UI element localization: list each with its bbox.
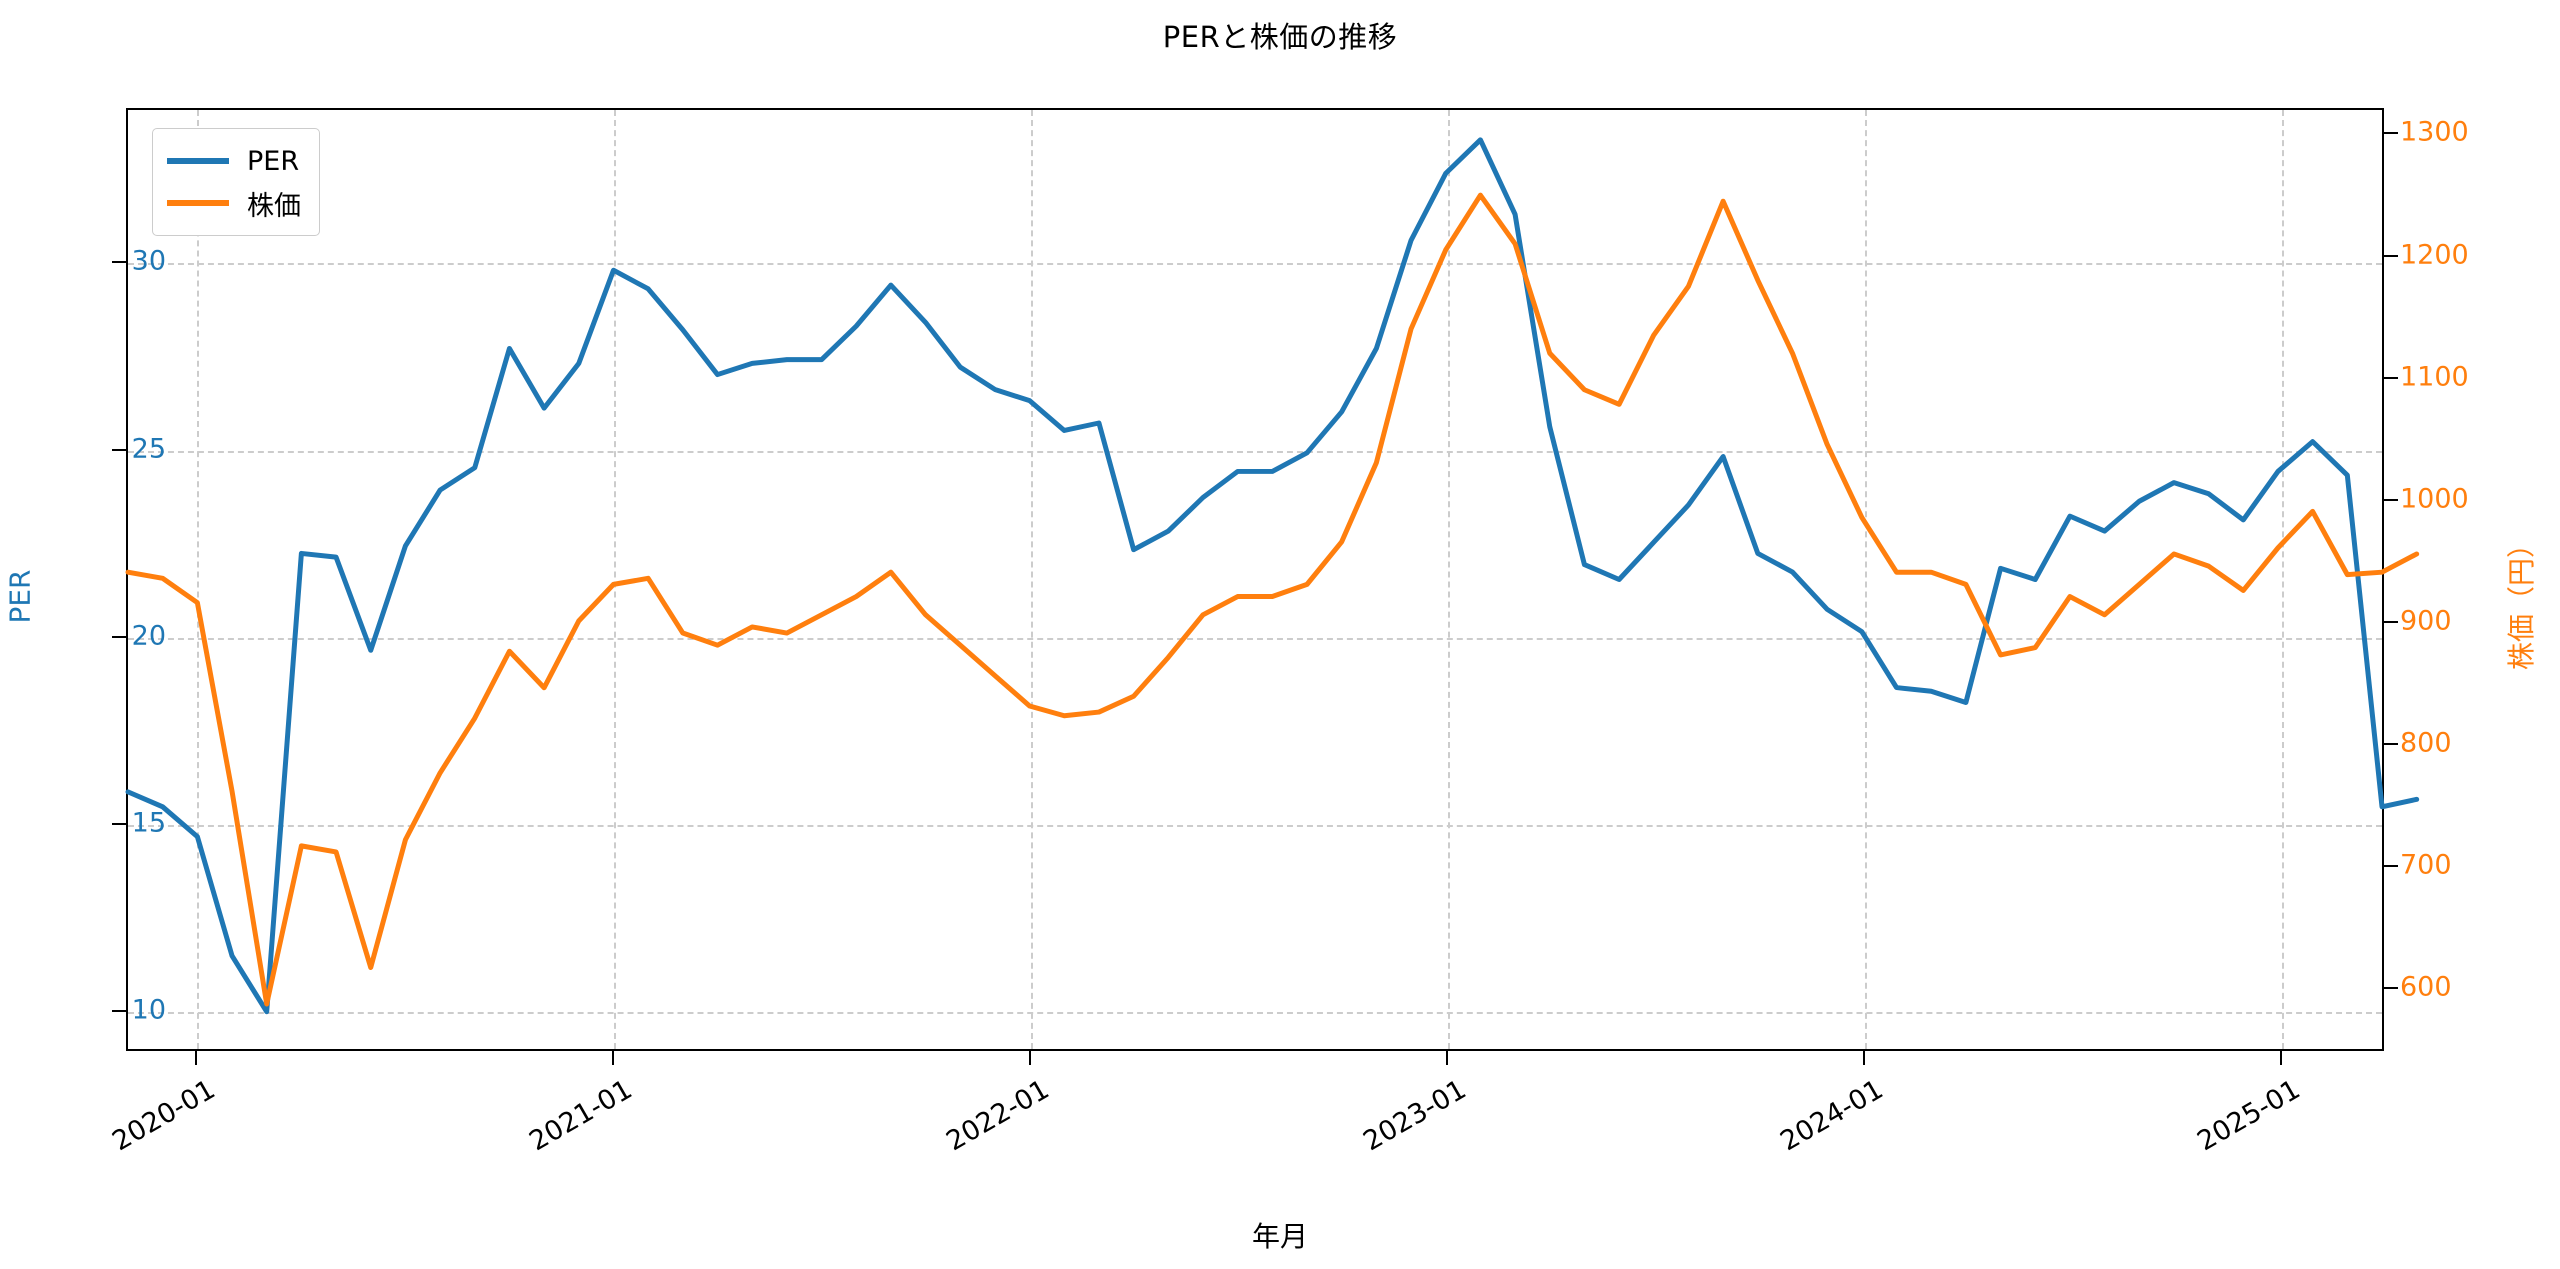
legend-item-kabuka: 株価 <box>167 182 301 224</box>
line-per <box>125 137 2420 1015</box>
y-tick-label-right: 800 <box>2400 727 2452 759</box>
y-tick-mark-right <box>2384 865 2398 868</box>
gridline-horizontal <box>128 824 2382 827</box>
x-tick-label: 2023-01 <box>1358 1074 1472 1158</box>
x-tick-label: 2022-01 <box>941 1074 1055 1158</box>
y-axis-left-label: PER <box>3 569 37 624</box>
y-tick-mark-right <box>2384 376 2398 379</box>
x-tick-label: 2021-01 <box>524 1074 638 1158</box>
gridline-horizontal <box>128 450 2382 453</box>
y-tick-mark-right <box>2384 498 2398 501</box>
legend-label-kabuka: 株価 <box>247 190 301 222</box>
y-tick-mark-right <box>2384 621 2398 624</box>
x-tick-mark <box>612 1051 615 1065</box>
gridline-vertical <box>1031 110 1034 1049</box>
y-tick-mark-left <box>112 448 126 451</box>
x-tick-mark <box>1029 1051 1032 1065</box>
y-tick-mark-left <box>112 822 126 825</box>
gridline-vertical <box>197 110 200 1049</box>
y-tick-label-left: 20 <box>131 620 166 652</box>
series-lines <box>125 137 2420 1015</box>
legend-swatch-per <box>167 158 229 164</box>
y-tick-label-left: 25 <box>131 433 166 465</box>
y-tick-label-right: 1100 <box>2400 361 2469 393</box>
y-tick-mark-right <box>2384 743 2398 746</box>
y-tick-label-left: 10 <box>131 994 166 1026</box>
legend-label-per: PER <box>247 145 300 177</box>
y-axis-right-label: 株価（円） <box>2505 529 2538 671</box>
gridline-horizontal <box>128 263 2382 266</box>
x-tick-mark <box>1446 1051 1449 1065</box>
x-tick-label: 2020-01 <box>107 1074 221 1158</box>
y-tick-label-right: 700 <box>2400 849 2452 881</box>
y-tick-mark-left <box>112 261 126 264</box>
y-tick-mark-right <box>2384 987 2398 990</box>
gridline-vertical <box>1864 110 1867 1049</box>
gridline-horizontal <box>128 1011 2382 1014</box>
y-tick-label-right: 1200 <box>2400 239 2469 271</box>
y-tick-label-left: 30 <box>131 245 166 277</box>
y-tick-label-right: 1300 <box>2400 116 2469 148</box>
gridline-vertical <box>2281 110 2284 1049</box>
y-tick-mark-left <box>112 1009 126 1012</box>
gridline-vertical <box>614 110 617 1049</box>
y-tick-label-right: 900 <box>2400 605 2452 637</box>
chart-title: PERと株価の推移 <box>1162 20 1398 54</box>
y-tick-mark-right <box>2384 254 2398 257</box>
x-tick-mark <box>1862 1051 1865 1065</box>
plot-area <box>125 108 2420 1051</box>
legend-item-per: PER <box>167 140 301 182</box>
x-tick-label: 2025-01 <box>2192 1074 2306 1158</box>
gridline-horizontal <box>128 637 2382 640</box>
x-axis-label: 年月 <box>1251 1220 1308 1253</box>
legend: PER 株価 <box>152 128 320 236</box>
y-tick-label-right: 600 <box>2400 971 2452 1003</box>
x-tick-label: 2024-01 <box>1775 1074 1889 1158</box>
y-tick-label-right: 1000 <box>2400 483 2469 515</box>
y-tick-mark-right <box>2384 132 2398 135</box>
x-tick-mark <box>2279 1051 2282 1065</box>
x-tick-mark <box>195 1051 198 1065</box>
gridline-vertical <box>1448 110 1451 1049</box>
y-tick-label-left: 15 <box>131 807 166 839</box>
legend-swatch-kabuka <box>167 200 229 206</box>
y-tick-mark-left <box>112 635 126 638</box>
line-kabuka <box>125 192 2420 1007</box>
